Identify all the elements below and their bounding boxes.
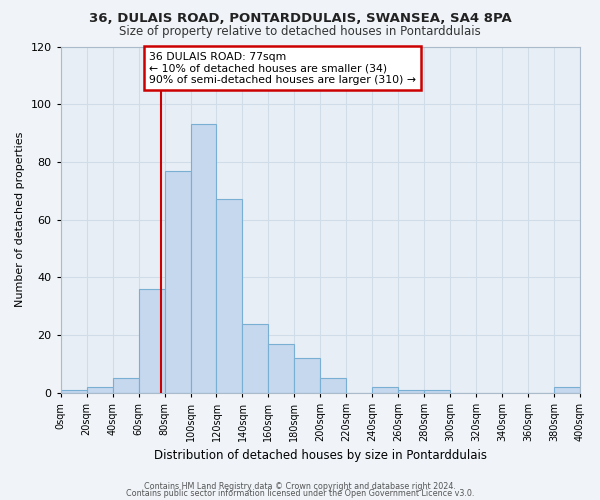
Bar	[554, 387, 580, 393]
Y-axis label: Number of detached properties: Number of detached properties	[15, 132, 25, 308]
Bar	[295, 358, 320, 393]
Bar	[113, 378, 139, 393]
Bar	[320, 378, 346, 393]
Bar	[424, 390, 450, 393]
Text: Contains public sector information licensed under the Open Government Licence v3: Contains public sector information licen…	[126, 490, 474, 498]
Bar	[372, 387, 398, 393]
Text: Contains HM Land Registry data © Crown copyright and database right 2024.: Contains HM Land Registry data © Crown c…	[144, 482, 456, 491]
Bar	[217, 200, 242, 393]
Text: Size of property relative to detached houses in Pontarddulais: Size of property relative to detached ho…	[119, 25, 481, 38]
Bar	[268, 344, 295, 393]
Bar	[398, 390, 424, 393]
Text: 36 DULAIS ROAD: 77sqm
← 10% of detached houses are smaller (34)
90% of semi-deta: 36 DULAIS ROAD: 77sqm ← 10% of detached …	[149, 52, 416, 85]
Bar	[164, 170, 191, 393]
Bar	[86, 387, 113, 393]
Bar	[242, 324, 268, 393]
Bar	[61, 390, 86, 393]
Bar	[191, 124, 217, 393]
Bar	[139, 289, 164, 393]
Text: 36, DULAIS ROAD, PONTARDDULAIS, SWANSEA, SA4 8PA: 36, DULAIS ROAD, PONTARDDULAIS, SWANSEA,…	[89, 12, 511, 26]
X-axis label: Distribution of detached houses by size in Pontarddulais: Distribution of detached houses by size …	[154, 450, 487, 462]
